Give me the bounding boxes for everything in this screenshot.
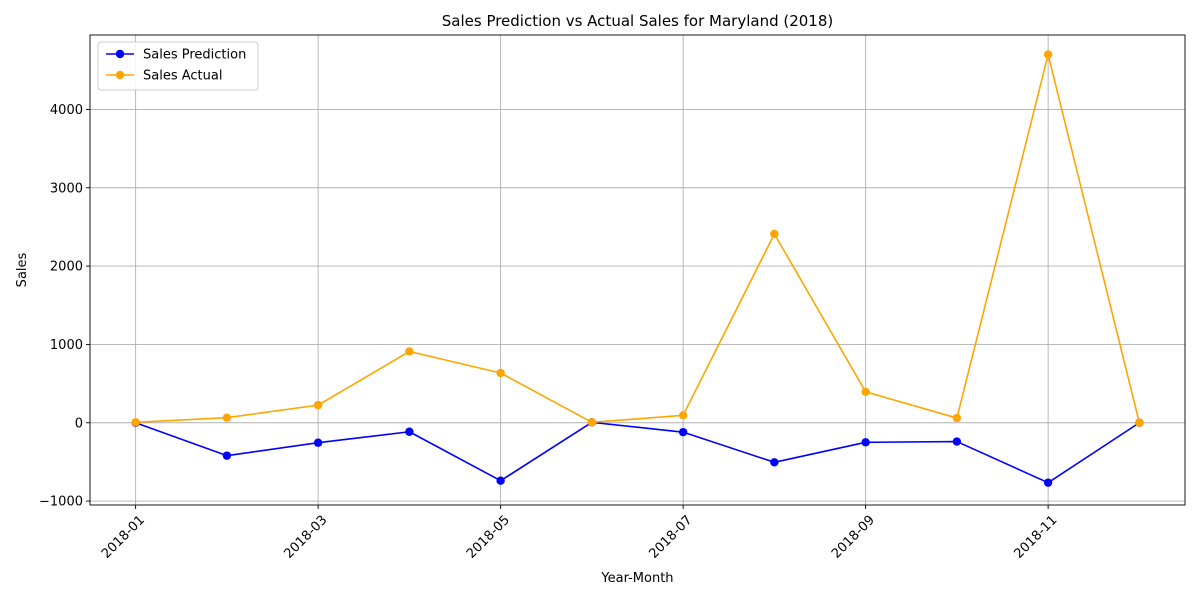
series-line-sales-actual — [135, 53, 1141, 424]
data-point-sales-actual — [587, 418, 597, 427]
y-tick-label: 2000 — [50, 260, 83, 275]
data-point-sales-prediction — [952, 437, 962, 446]
data-point-sales-actual — [678, 411, 688, 420]
data-point-sales-actual — [496, 368, 505, 378]
data-point-sales-prediction — [861, 438, 870, 447]
data-point-sales-prediction — [678, 427, 688, 437]
data-point-sales-prediction — [405, 427, 414, 436]
plot-frame — [89, 34, 1186, 506]
data-point-sales-actual — [770, 229, 779, 239]
data-point-sales-actual — [222, 413, 232, 422]
legend-box — [97, 41, 259, 91]
data-point-sales-actual — [1135, 418, 1144, 427]
data-point-sales-actual — [952, 413, 962, 423]
x-tick-label: 2018-03 — [281, 513, 330, 562]
data-point-sales-actual — [1043, 50, 1053, 59]
legend-label-sales-actual: Sales Actual — [143, 69, 222, 84]
data-point-sales-actual — [313, 400, 323, 410]
grid — [90, 35, 1185, 505]
x-tick-label: 2018-05 — [464, 513, 513, 562]
legend-marker-sales-prediction — [115, 49, 125, 59]
data-point-sales-prediction — [222, 451, 232, 460]
chart-title: Sales Prediction vs Actual Sales for Mar… — [442, 12, 834, 30]
x-tick-label: 2018-09 — [829, 513, 878, 562]
data-point-sales-actual — [405, 347, 414, 356]
data-point-sales-prediction — [1043, 478, 1053, 487]
data-point-sales-actual — [131, 418, 140, 427]
series-line-sales-prediction — [135, 421, 1140, 484]
y-tick-label: 4000 — [50, 103, 83, 118]
x-tick-label: 2018-11 — [1011, 513, 1060, 562]
data-point-sales-actual — [861, 387, 870, 397]
y-tick-label: 1000 — [50, 338, 83, 353]
x-tick-label: 2018-01 — [99, 513, 148, 562]
legend: Sales Prediction Sales Actual — [97, 41, 259, 91]
data-point-sales-prediction — [496, 476, 505, 485]
x-tick-label: 2018-07 — [646, 513, 695, 562]
x-axis-label: Year-Month — [600, 571, 673, 586]
data-point-sales-prediction — [313, 438, 323, 447]
y-tick-label: −1000 — [39, 495, 83, 510]
y-axis-label: Sales — [15, 252, 30, 287]
y-tick-label: 3000 — [50, 181, 83, 196]
legend-label-sales-prediction: Sales Prediction — [143, 48, 246, 63]
legend-marker-sales-actual — [115, 70, 125, 80]
series-group — [131, 50, 1144, 487]
axes: −1000 0 1000 2000 3000 4000 2018-01 2018-03 2018… — [39, 103, 1060, 562]
y-tick-label: 0 — [75, 416, 83, 431]
data-point-sales-prediction — [770, 458, 779, 467]
